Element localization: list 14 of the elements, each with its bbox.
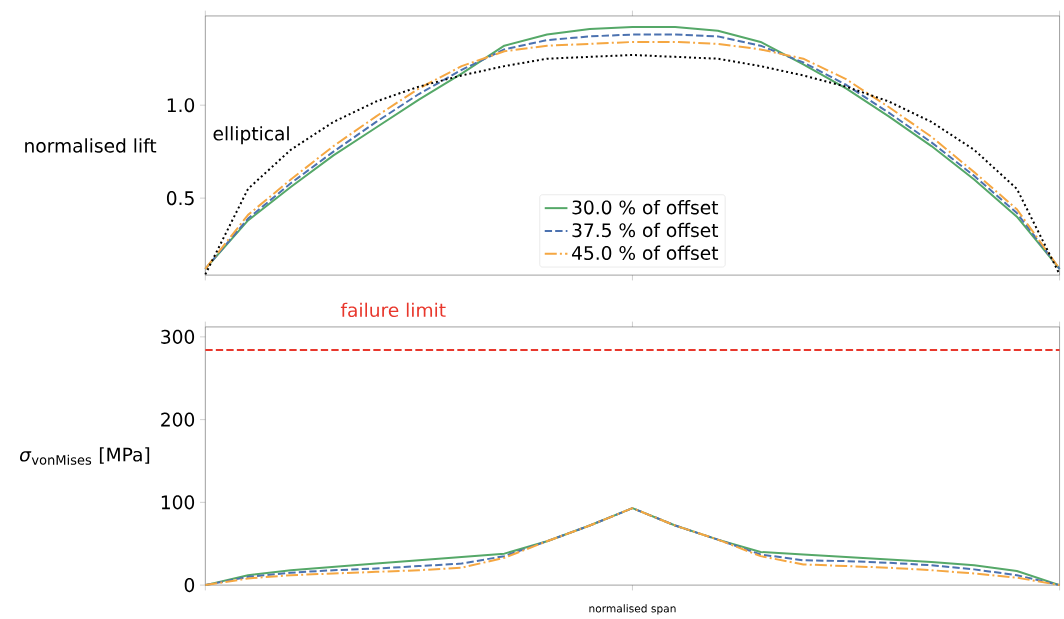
- y-tick-label: 100: [161, 495, 195, 510]
- y-tick-label: 1.0: [167, 98, 195, 113]
- x-axis-title: normalised span: [589, 604, 676, 615]
- y-tick-label: 0.5: [166, 191, 194, 206]
- ref-line-label: failure limit: [340, 302, 446, 318]
- y-tick-label: 0: [184, 578, 195, 593]
- y-axis-title: normalised lift: [25, 138, 157, 153]
- legend-label: 45.0 % of offset: [572, 245, 719, 261]
- y-tick-label: 200: [161, 412, 195, 427]
- legend-label: 30.0 % of offset: [572, 200, 719, 215]
- annotation: elliptical: [213, 126, 289, 145]
- y-axis-title: σ$_{vonMises}$ [MPa]: [20, 447, 150, 465]
- y-tick-label: 300: [161, 329, 195, 344]
- legend-label: 37.5 % of offset: [572, 222, 719, 238]
